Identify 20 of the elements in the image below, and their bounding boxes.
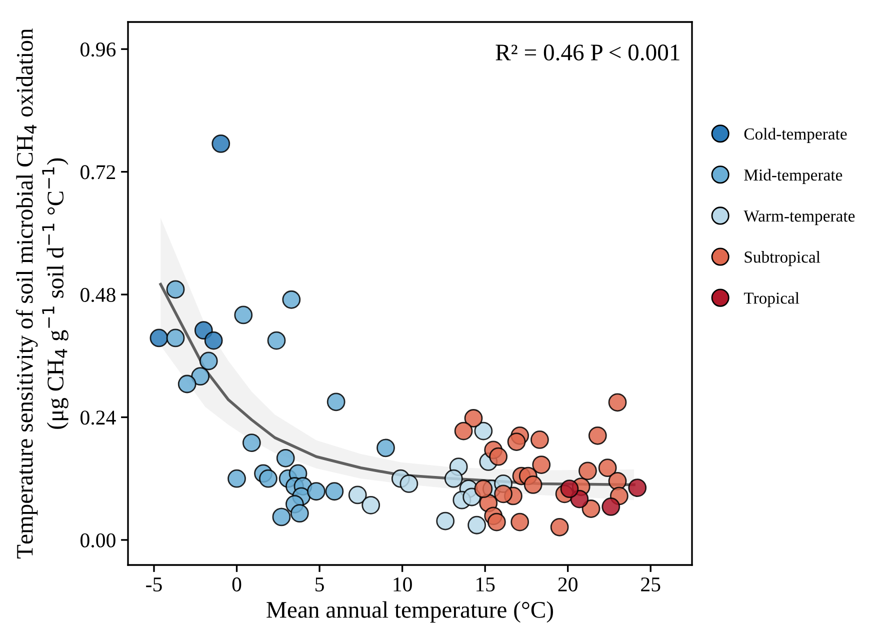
legend-label: Warm-temperate — [744, 210, 855, 226]
legend-label: Cold-temperate — [744, 128, 847, 143]
y-tick-label: 0.00 — [80, 533, 116, 548]
legend-label: Tropical — [744, 292, 800, 308]
y-tick-label: 0.48 — [80, 288, 116, 302]
y-tick-label: 0.72 — [80, 165, 116, 180]
annotation: R² = 0.46 P < 0.001 — [496, 44, 680, 61]
x-tick-label: 15 — [476, 578, 495, 592]
x-tick-label: 10 — [394, 577, 412, 592]
x-axis-title: Mean annual temperature (°C) — [266, 601, 553, 623]
legend-label: Subtropical — [744, 251, 820, 266]
legend-label: Mid-temperate — [744, 168, 842, 184]
y-tick-label: 0.24 — [80, 410, 116, 425]
x-tick-label: 5 — [316, 578, 324, 592]
y-tick-label: 0.96 — [80, 42, 116, 57]
x-tick-label: 25 — [641, 577, 660, 592]
x-tick-label: -5 — [146, 578, 162, 592]
x-tick-label: 20 — [558, 577, 578, 592]
text: Temperature sensitivity of soil microbial CH$_{4}$ oxidation (μg CH$_{4}$ g$^{−1}$ soil d$^{−1}$ °C$^{−1}$) — [16, 28, 68, 558]
x-tick-label: 0 — [232, 577, 242, 592]
